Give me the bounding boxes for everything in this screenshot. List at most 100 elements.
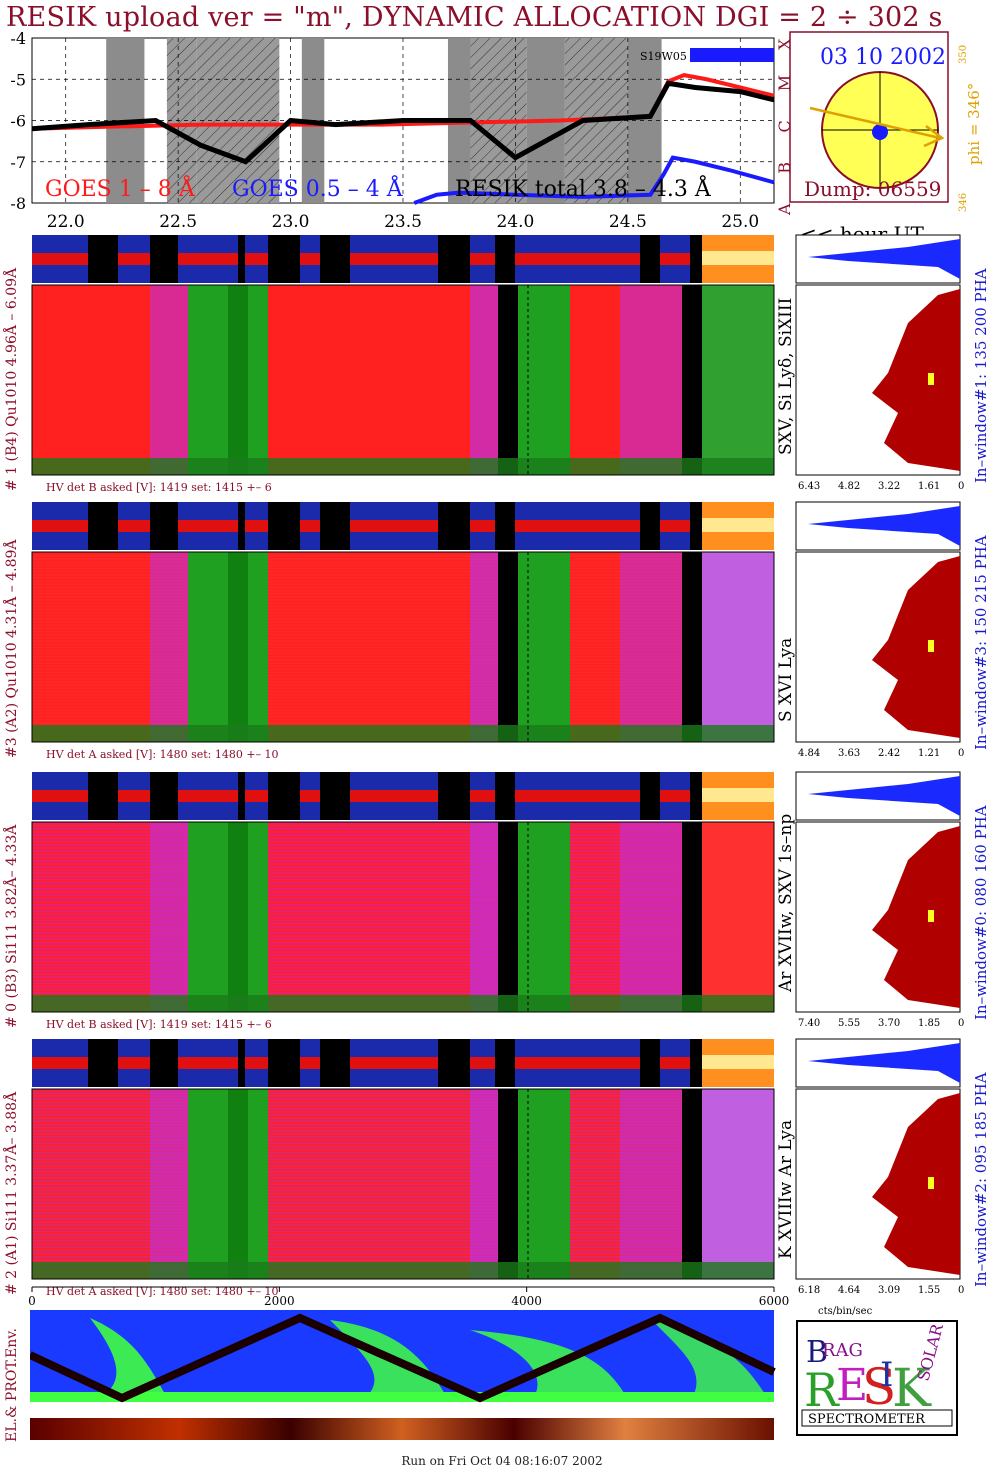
line-label: K XVIIIw Ar Lya — [776, 1119, 796, 1259]
histogram-3: 6.18 4.64 3.09 1.55 0.00 — [788, 1037, 980, 1301]
region-marker — [690, 48, 774, 62]
bottom-axis: 0 2000 4000 6000 — [28, 1286, 790, 1308]
hist-tick: 6.18 — [798, 1285, 820, 1296]
phi-tick-bottom: 346 — [958, 192, 969, 212]
goes-letter: M — [775, 75, 790, 91]
lightcurve-series — [31, 73, 775, 205]
hist-unit: cts/bin/sec — [818, 1306, 873, 1317]
line-label: Ar XVIIw, SXV 1s–np — [776, 813, 796, 992]
bottom-tick: 2000 — [264, 1294, 295, 1308]
histogram-0: 6.43 4.82 3.22 1.61 0.00 — [788, 233, 980, 497]
hist-tick: 3.22 — [878, 481, 900, 492]
resik-logo: B RAG R E S I K SOLAR SPECTROMETER — [796, 1320, 958, 1436]
line-label: S XVI Lya — [776, 637, 796, 722]
legend-resik: RESIK total 3.8 – 4.3 Å — [455, 174, 712, 202]
hist-tick: 1.85 — [918, 1018, 940, 1029]
hist-tick: 4.82 — [838, 481, 860, 492]
hist-tick: 5.55 — [838, 1018, 860, 1029]
detector-label: # 0 (B3) Si111 3.82Å– 4.33Å — [4, 824, 20, 1028]
svg-text:E: E — [836, 1360, 868, 1411]
hist-tick: 2.42 — [878, 748, 900, 759]
svg-text:RAG: RAG — [822, 1340, 863, 1361]
svg-text:S: S — [862, 1358, 896, 1416]
window-label: In–window#1: 135 200 PHA — [972, 268, 990, 483]
x-tick-label: 23.5 — [384, 212, 422, 232]
histogram-fill — [872, 289, 960, 471]
x-tick-label: 22.5 — [159, 212, 197, 232]
hist-tick: 0.00 — [958, 748, 964, 759]
phi-label: phi = 346° — [965, 82, 983, 165]
footer-run-info: Run on Fri Oct 04 08:16:07 2002 — [401, 1454, 603, 1468]
goes-letter: B — [775, 162, 790, 174]
lightcurve-y-ticks: -4 -5 -6 -7 -8 — [10, 30, 26, 213]
svg-text:SPECTROMETER: SPECTROMETER — [808, 1412, 926, 1427]
environment-heat-strip — [30, 1418, 774, 1440]
detector-label: #3 (A2) Qu1010 4.31Å – 4.89Å — [4, 539, 20, 758]
sun-position-panel: 03 10 2002 Dump: 06559 — [789, 31, 949, 203]
hist-tick: 0.00 — [958, 1018, 964, 1029]
series-line-0 — [31, 73, 775, 131]
y-tick-label: -6 — [10, 112, 26, 131]
orbit-track — [30, 1313, 776, 1403]
line-label: SXV, Si Lyδ, SiXIII — [776, 297, 796, 455]
phi-tick-top: 350 — [958, 44, 969, 64]
goes-letter: X — [775, 38, 790, 50]
histogram-1: 4.84 3.63 2.42 1.21 0.00 — [788, 500, 980, 764]
y-tick-label: -5 — [10, 70, 26, 89]
region-label: S19W05 — [640, 50, 687, 63]
dump-label: Dump: 06559 — [804, 177, 941, 201]
chart-title: RESIK upload ver = "m", DYNAMIC ALLOCATI… — [6, 2, 943, 33]
detector-block-2: HV det B asked [V]: 1419 set: 1415 +– 6 — [0, 770, 1004, 1035]
svg-text:R: R — [804, 1363, 840, 1417]
hist-tick: 4.64 — [838, 1285, 860, 1296]
hv-label: HV det A asked [V]: 1480 set: 1480 +– 10 — [46, 748, 279, 761]
x-tick-label: 22.0 — [47, 212, 85, 232]
lightcurve-plot: -4-5-6-7-8 22.0 22.5 23.0 23.5 24.0 24.5 25.0 … — [10, 30, 790, 232]
hv-label: HV det B asked [V]: 1419 set: 1415 +– 6 — [46, 1018, 272, 1031]
histogram-2: 7.40 5.55 3.70 1.85 0.00 — [788, 770, 980, 1034]
orbit-arrow — [809, 106, 941, 140]
x-tick-label: 25.0 — [721, 212, 759, 232]
bottom-tick: 0 — [28, 1294, 36, 1308]
bottom-tick: 6000 — [759, 1294, 790, 1308]
detector-block-3: HV det A asked [V]: 1480 set: 1480 +– 10 — [0, 1037, 1004, 1302]
goes-class-letters: X M C B A — [775, 38, 790, 216]
x-tick-label: 24.5 — [609, 212, 647, 232]
bottom-tick: 4000 — [511, 1294, 542, 1308]
y-tick-label: -7 — [10, 153, 26, 172]
hist-tick: 4.84 — [798, 748, 820, 759]
histogram-fill — [872, 1093, 960, 1275]
lightcurve-x-ticks: 22.0 22.5 23.0 23.5 24.0 24.5 25.0 — [47, 212, 759, 232]
date-label: 03 10 2002 — [820, 45, 946, 70]
window-label: In–window#2: 095 185 PHA — [972, 1072, 990, 1287]
detector-label: # 1 (B4) Qu1010 4.96Å – 6.09Å — [4, 267, 20, 491]
goes-letter: A — [775, 203, 790, 216]
x-tick-label: 24.0 — [496, 212, 534, 232]
svg-text:SOLAR: SOLAR — [914, 1322, 948, 1383]
window-label: In–window#3: 150 215 PHA — [972, 535, 990, 750]
hist-tick: 1.61 — [918, 481, 940, 492]
hist-tick: 0.00 — [958, 1285, 964, 1296]
hist-tick: 6.43 — [798, 481, 820, 492]
particle-environment-map — [30, 1310, 776, 1440]
svg-text:K: K — [892, 1359, 932, 1419]
env-label: EL.& PROT.Env. — [4, 1328, 20, 1442]
svg-text:I: I — [880, 1355, 893, 1395]
histogram-fill — [872, 826, 960, 1008]
hv-label: HV det A asked [V]: 1480 set: 1480 +– 10 — [46, 1285, 279, 1298]
detector-block-0: HV det B asked [V]: 1419 set: 1415 +– 6 — [0, 233, 1004, 498]
goes-letter: C — [775, 120, 790, 132]
detector-block-1: HV det A asked [V]: 1480 set: 1480 +– 10 — [0, 500, 1004, 765]
svg-text:B: B — [806, 1335, 828, 1370]
hist-tick: 1.55 — [918, 1285, 940, 1296]
y-tick-label: -4 — [10, 30, 26, 48]
hist-tick: 7.40 — [798, 1018, 820, 1029]
legend-goes-short: GOES 0.5 – 4 Å — [232, 174, 404, 202]
histogram-fill — [872, 556, 960, 738]
x-tick-label: 23.0 — [272, 212, 310, 232]
hist-tick: 3.70 — [878, 1018, 900, 1029]
hist-tick: 0.00 — [958, 481, 964, 492]
hv-label: HV det B asked [V]: 1419 set: 1415 +– 6 — [46, 481, 272, 494]
window-label: In–window#0: 080 160 PHA — [972, 805, 990, 1020]
sun-marker — [872, 124, 888, 140]
